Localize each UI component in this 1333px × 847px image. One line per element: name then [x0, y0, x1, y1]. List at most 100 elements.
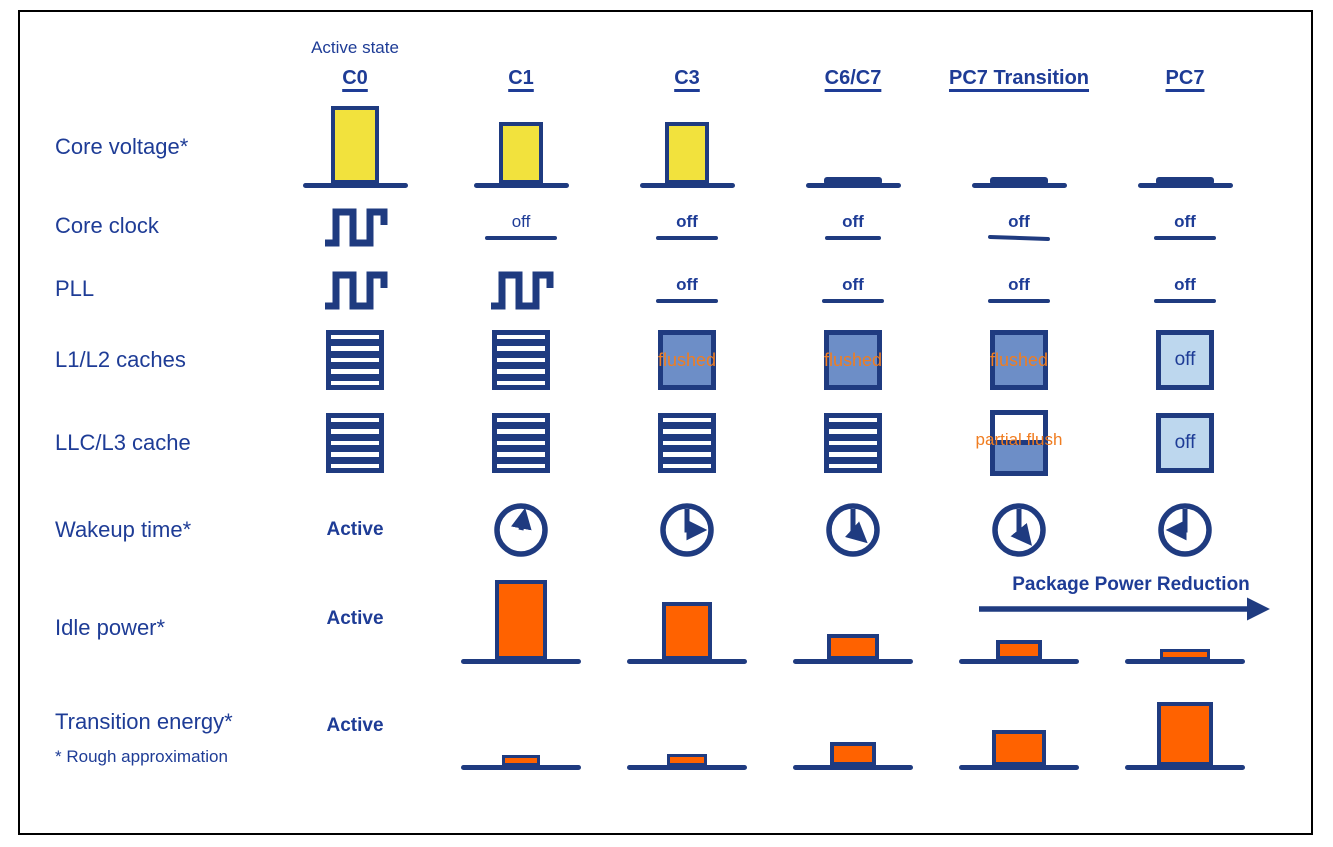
- clock-icon-430: [826, 503, 880, 557]
- baseline: [959, 765, 1079, 770]
- partial-flush-fill: [995, 440, 1043, 471]
- row-label-text: Wakeup time*: [55, 517, 192, 542]
- cell-pll-pc7: off: [1102, 258, 1268, 320]
- cell-transition-energy-pc7-transition: [936, 682, 1102, 794]
- clock-icon-9-oclock-longest: [1158, 503, 1212, 557]
- voltage-flat-bump: [990, 177, 1048, 185]
- row-label-text: Transition energy*: [55, 709, 233, 734]
- off-label: off: [842, 275, 864, 294]
- cell-idle-power-pc7-transition: [936, 574, 1102, 682]
- off-label: off: [1174, 349, 1196, 370]
- baseline: [793, 765, 913, 770]
- transition-energy-bar-very-low: [667, 754, 707, 766]
- cell-idle-power-c0: Active: [272, 574, 438, 682]
- off-label: off: [511, 212, 531, 231]
- cell-wakeup-c0: Active: [272, 486, 438, 574]
- flushed-label: flushed: [989, 349, 1049, 370]
- baseline: [1137, 183, 1233, 188]
- voltage-flat-bump: [824, 177, 882, 185]
- cell-idle-power-pc7: [1102, 574, 1268, 682]
- row-label-text: Idle power*: [55, 615, 166, 640]
- off-label: off: [1174, 432, 1196, 453]
- cache-active-icon: [326, 330, 384, 390]
- cache-off-box: off: [1156, 413, 1214, 473]
- cell-l1l2-pc7-transition: flushed: [936, 320, 1102, 400]
- column-header-pc7: PC7: [1102, 22, 1268, 100]
- baseline: [627, 659, 747, 664]
- off-underline: [485, 236, 557, 240]
- cell-core-voltage-c3: [604, 100, 770, 194]
- off-label: off: [676, 275, 698, 294]
- column-header-c6c7: C6/C7: [770, 22, 936, 100]
- row-label-core-clock: Core clock: [40, 194, 272, 258]
- off-underline: [988, 299, 1050, 303]
- row-label-llc-l3-cache: LLC/L3 cache: [40, 400, 272, 486]
- off-underline: [1154, 236, 1216, 240]
- idle-power-bar-low: [827, 634, 879, 660]
- cell-pll-c1: [438, 258, 604, 320]
- cell-idle-power-c3: [604, 574, 770, 682]
- active-label: Active: [326, 519, 384, 540]
- column-title-c6c7: C6/C7: [824, 67, 882, 89]
- cache-active-icon: [492, 330, 550, 390]
- row-label-l1l2-caches: L1/L2 caches: [40, 320, 272, 400]
- row-label-pll: PLL: [40, 258, 272, 320]
- row-label-text: LLC/L3 cache: [55, 430, 191, 455]
- baseline: [461, 765, 581, 770]
- cache-off-box: off: [1156, 330, 1214, 390]
- baseline: [473, 183, 569, 188]
- cell-llc-c1: [438, 400, 604, 486]
- flushed-label: flushed: [823, 349, 883, 370]
- cell-wakeup-c3: [604, 486, 770, 574]
- cell-l1l2-c0: [272, 320, 438, 400]
- column-title-pc7-transition: PC7 Transition: [948, 67, 1090, 89]
- idle-power-bar-medium: [662, 602, 712, 660]
- clock-icon-3-oclock: [660, 503, 714, 557]
- footnote: * Rough approximation: [55, 747, 228, 766]
- active-state-label: Active state: [311, 38, 399, 57]
- baseline: [805, 183, 901, 188]
- off-label: off: [1008, 212, 1030, 231]
- cache-active-icon: [658, 413, 716, 473]
- off-label: off: [1174, 212, 1196, 231]
- state-grid: Active state C0 C1 C3 C6/C7 PC7 Transiti…: [40, 22, 1268, 794]
- row-label-idle-power: Idle power*: [40, 574, 272, 682]
- row-label-text: L1/L2 caches: [55, 347, 186, 372]
- cache-flushed-box: flushed: [990, 330, 1048, 390]
- cell-l1l2-c3: flushed: [604, 320, 770, 400]
- cell-l1l2-c6c7: flushed: [770, 320, 936, 400]
- cell-pll-c3: off: [604, 258, 770, 320]
- transition-energy-bar-high: [1157, 702, 1213, 766]
- off-underline: [1154, 299, 1216, 303]
- cell-core-clock-c1: off: [438, 194, 604, 258]
- cache-flushed-box: flushed: [824, 330, 882, 390]
- transition-energy-bar-medium: [992, 730, 1046, 766]
- column-header-c0: Active state C0: [272, 22, 438, 100]
- cell-wakeup-pc7: [1102, 486, 1268, 574]
- column-header-c3: C3: [604, 22, 770, 100]
- off-underline: [822, 299, 884, 303]
- cell-llc-c3: [604, 400, 770, 486]
- cache-partial-flush-box: partial flush: [976, 410, 1062, 476]
- cell-core-voltage-pc7-transition: [936, 100, 1102, 194]
- voltage-bar-medium: [499, 122, 543, 184]
- baseline: [793, 659, 913, 664]
- voltage-bar-high: [331, 106, 379, 184]
- cell-l1l2-pc7: off: [1102, 320, 1268, 400]
- header-spacer: [40, 22, 272, 100]
- baseline: [461, 659, 581, 664]
- cell-core-clock-pc7-transition: off: [936, 194, 1102, 258]
- row-label-text: Core clock: [55, 213, 159, 238]
- cache-active-icon: [492, 413, 550, 473]
- clock-waveform-icon: [325, 208, 388, 247]
- off-underline: [987, 234, 1051, 242]
- column-title-c0: C0: [342, 67, 368, 89]
- transition-energy-bar-very-low: [502, 755, 540, 766]
- cell-core-voltage-pc7: [1102, 100, 1268, 194]
- clock-icon-shortest: [494, 503, 548, 557]
- cell-core-clock-c0: [272, 194, 438, 258]
- baseline: [1125, 659, 1245, 664]
- transition-energy-bar-low: [830, 742, 876, 766]
- cell-llc-c6c7: [770, 400, 936, 486]
- clock-icon-5-oclock: [992, 503, 1046, 557]
